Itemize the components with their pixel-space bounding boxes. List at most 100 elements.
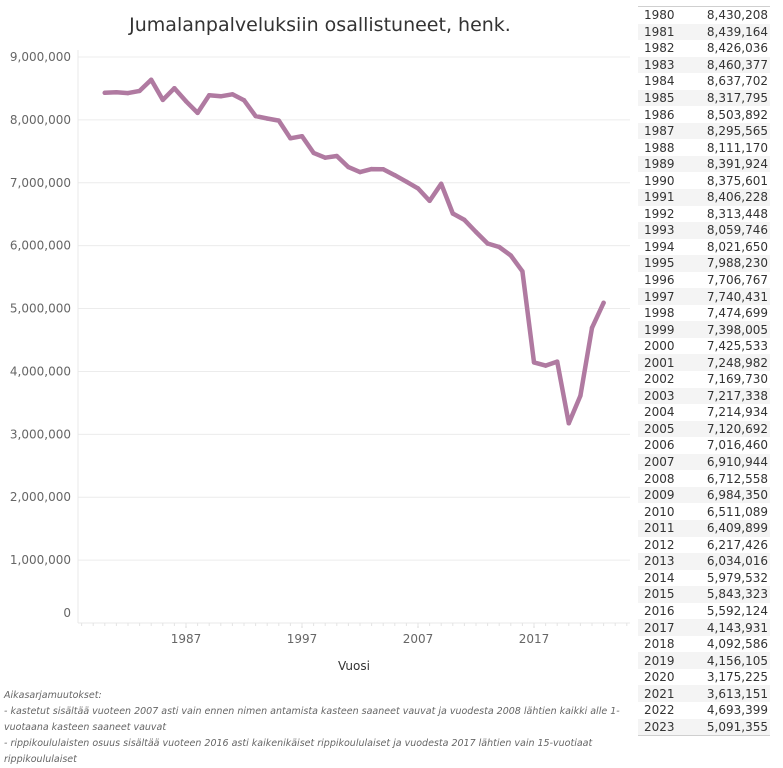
data-point-1984[interactable] [149,77,154,82]
data-point-2001[interactable] [346,164,351,170]
year-cell: 1998 [644,306,675,321]
value-cell: 5,979,532 [706,570,768,585]
year-cell: 2011 [644,521,675,536]
data-point-2015[interactable] [508,253,513,258]
value-cell: 8,460,377 [706,57,768,72]
data-point-1988[interactable] [195,110,200,116]
data-point-2014[interactable] [497,244,502,250]
year-cell: 1999 [644,322,675,337]
value-cell: 8,375,601 [706,173,768,188]
year-cell: 1983 [644,57,675,72]
value-cell: 6,511,089 [706,504,768,519]
value-cell: 7,169,730 [706,372,768,387]
table-row: 1999 7,398,005 [638,321,770,338]
table-row: 1989 8,391,924 [638,155,770,173]
data-point-1982[interactable] [125,90,131,96]
x-tick-label: 2007 [403,632,434,646]
value-cell: 6,910,944 [706,455,768,470]
value-cell: 8,503,892 [706,107,768,122]
data-point-1999[interactable] [323,155,328,160]
table-row: 2019 4,156,105 [638,652,770,669]
data-point-1989[interactable] [207,93,212,98]
data-point-2012[interactable] [473,229,479,235]
table-row: 2005 7,120,692 [638,420,770,438]
data-point-2016[interactable] [520,269,525,274]
data-point-2017[interactable] [531,360,537,365]
value-cell: 7,248,982 [706,355,768,370]
year-cell: 2020 [644,670,675,685]
value-cell: 7,740,431 [706,289,768,304]
table-row: 1997 7,740,431 [638,288,770,305]
year-cell: 1980 [644,8,675,23]
data-point-1987[interactable] [183,99,189,104]
data-point-1981[interactable] [114,90,119,95]
data-point-2002[interactable] [357,169,363,175]
table-row: 1992 8,313,448 [638,206,770,223]
data-point-1997[interactable] [299,134,305,139]
data-point-2007[interactable] [415,186,421,191]
data-point-1996[interactable] [288,136,293,141]
year-cell: 1984 [644,74,675,89]
value-cell: 7,120,692 [706,421,768,436]
value-cell: 4,143,931 [706,620,768,635]
table-row: 2017 4,143,931 [638,619,770,636]
data-point-2009[interactable] [439,181,444,186]
data-point-2022[interactable] [589,325,595,331]
value-cell: 4,092,586 [706,637,768,652]
year-cell: 2018 [644,637,675,652]
year-cell: 2003 [644,388,675,403]
year-cell: 2006 [644,438,675,453]
year-cell: 2000 [644,339,675,354]
data-point-2000[interactable] [334,153,339,159]
data-point-2023[interactable] [601,300,606,306]
data-point-1993[interactable] [253,113,258,119]
table-row: 2000 7,425,533 [638,338,770,355]
value-cell: 7,988,230 [706,256,768,271]
value-cell: 4,156,105 [706,653,768,668]
data-point-1983[interactable] [137,88,142,94]
data-point-2006[interactable] [404,179,409,184]
y-tick-label: 0 [63,606,71,620]
value-cell: 8,059,746 [706,223,768,238]
year-cell: 2001 [644,355,675,370]
data-point-2013[interactable] [485,241,490,246]
year-cell: 2023 [644,719,675,734]
data-point-2008[interactable] [427,198,432,204]
data-point-2004[interactable] [381,167,386,172]
x-axis-ticks: 1987 1997 2007 2017 [171,623,549,646]
data-point-1986[interactable] [172,85,177,91]
data-point-1990[interactable] [218,94,223,99]
data-point-2018[interactable] [543,363,548,368]
table-row: 2023 5,091,355 [638,718,770,736]
data-point-1991[interactable] [230,92,235,97]
table-row: 2003 7,217,338 [638,387,770,405]
value-cell: 6,409,899 [706,521,768,536]
value-cell: 5,592,124 [706,603,768,618]
x-axis-minor-ticks [81,623,628,626]
data-point-1980[interactable] [102,90,108,96]
data-point-1995[interactable] [276,118,281,123]
data-point-2019[interactable] [555,359,560,364]
year-cell: 1990 [644,173,675,188]
data-point-2010[interactable] [450,211,455,216]
y-tick-label: 3,000,000 [10,427,71,441]
data-point-2021[interactable] [578,393,583,398]
data-point-2005[interactable] [392,172,397,178]
data-point-1994[interactable] [265,116,270,121]
table-row: 2015 5,843,323 [638,586,770,603]
data-point-1998[interactable] [311,150,316,156]
table-row: 2014 5,979,532 [638,570,770,587]
year-cell: 1985 [644,91,675,105]
footnote-line: - kastetut sisältää vuoteen 2007 asti va… [4,706,620,733]
year-cell: 1988 [644,140,675,155]
data-point-2003[interactable] [369,166,374,172]
value-cell: 7,016,460 [706,438,768,453]
data-point-2020[interactable] [566,421,571,426]
year-cell: 1989 [644,157,675,172]
data-point-2011[interactable] [462,217,467,223]
footnotes: Aikasarjamuutokset: - kastetut sisältää … [4,688,629,768]
data-point-1985[interactable] [160,97,165,103]
data-point-1992[interactable] [241,97,247,103]
table-row: 1980 8,430,208 [638,7,770,24]
table-row: 1991 8,406,228 [638,189,770,206]
